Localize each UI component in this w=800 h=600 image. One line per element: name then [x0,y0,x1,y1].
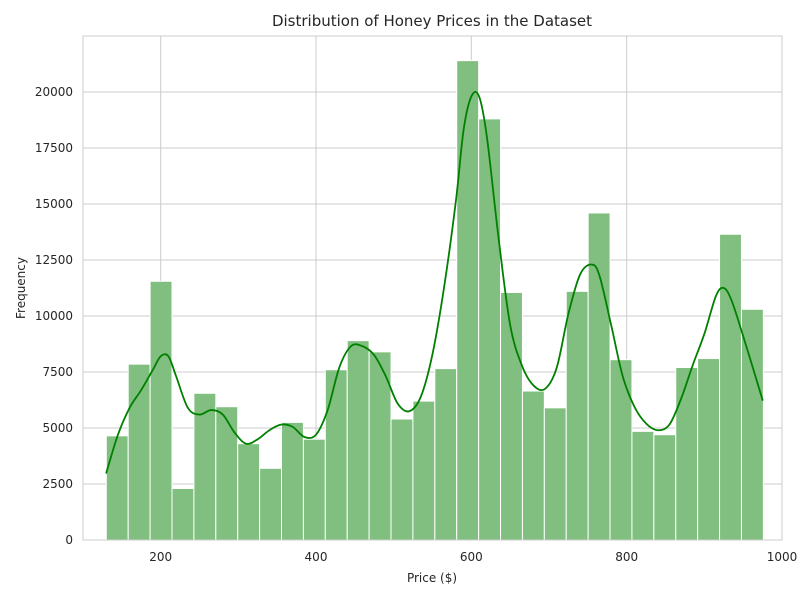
y-axis-label: Frequency [14,257,28,319]
histogram-bar [565,290,589,541]
histogram-bar [215,406,239,541]
x-tick-label: 600 [460,550,483,564]
chart-title: Distribution of Honey Prices in the Data… [272,12,592,30]
histogram-bar [127,363,151,541]
y-tick-label: 5000 [42,421,73,435]
histogram-bar [302,438,326,541]
x-axis: 200 400 600 800 1000 [149,550,797,564]
y-tick-label: 2500 [42,477,73,491]
y-tick-label: 0 [65,533,73,547]
plot-frame [82,35,783,541]
x-tick-label: 800 [615,550,638,564]
histogram-bar [259,467,283,541]
kde-line [105,90,764,474]
histogram-bar [587,212,611,541]
histogram-bar [631,430,655,541]
histogram-bar [697,358,721,541]
histogram-bar [478,118,502,541]
histogram-bar [171,487,195,541]
kde-curve-group [105,90,764,474]
histogram-bar [346,340,370,541]
histogram-bar [281,421,304,541]
histogram-bar [105,435,129,541]
histogram-bar [609,359,633,541]
y-tick-label: 17500 [35,141,73,155]
histogram-bar [237,443,261,541]
histogram-bar [412,400,436,541]
histogram-bar [434,368,458,541]
histogram-bar [543,407,567,541]
histogram-bar [324,369,348,541]
histogram-bar [675,367,699,541]
y-tick-label: 20000 [35,85,73,99]
y-tick-label: 7500 [42,365,73,379]
y-tick-label: 10000 [35,309,73,323]
y-tick-label: 15000 [35,197,73,211]
histogram-bar [521,390,545,541]
histogram-bar [390,418,414,541]
y-tick-label: 12500 [35,253,73,267]
histogram-bar [456,60,480,541]
histogram-bar [653,434,677,541]
x-axis-label: Price ($) [407,571,457,585]
histogram-bar [719,233,742,541]
x-tick-label: 200 [149,550,172,564]
x-tick-label: 400 [305,550,328,564]
histogram-bar [193,392,217,541]
x-tick-label: 1000 [767,550,798,564]
y-axis: 0 2500 5000 7500 10000 12500 15000 17500 20000 [35,85,73,547]
histogram-bar [149,280,173,541]
